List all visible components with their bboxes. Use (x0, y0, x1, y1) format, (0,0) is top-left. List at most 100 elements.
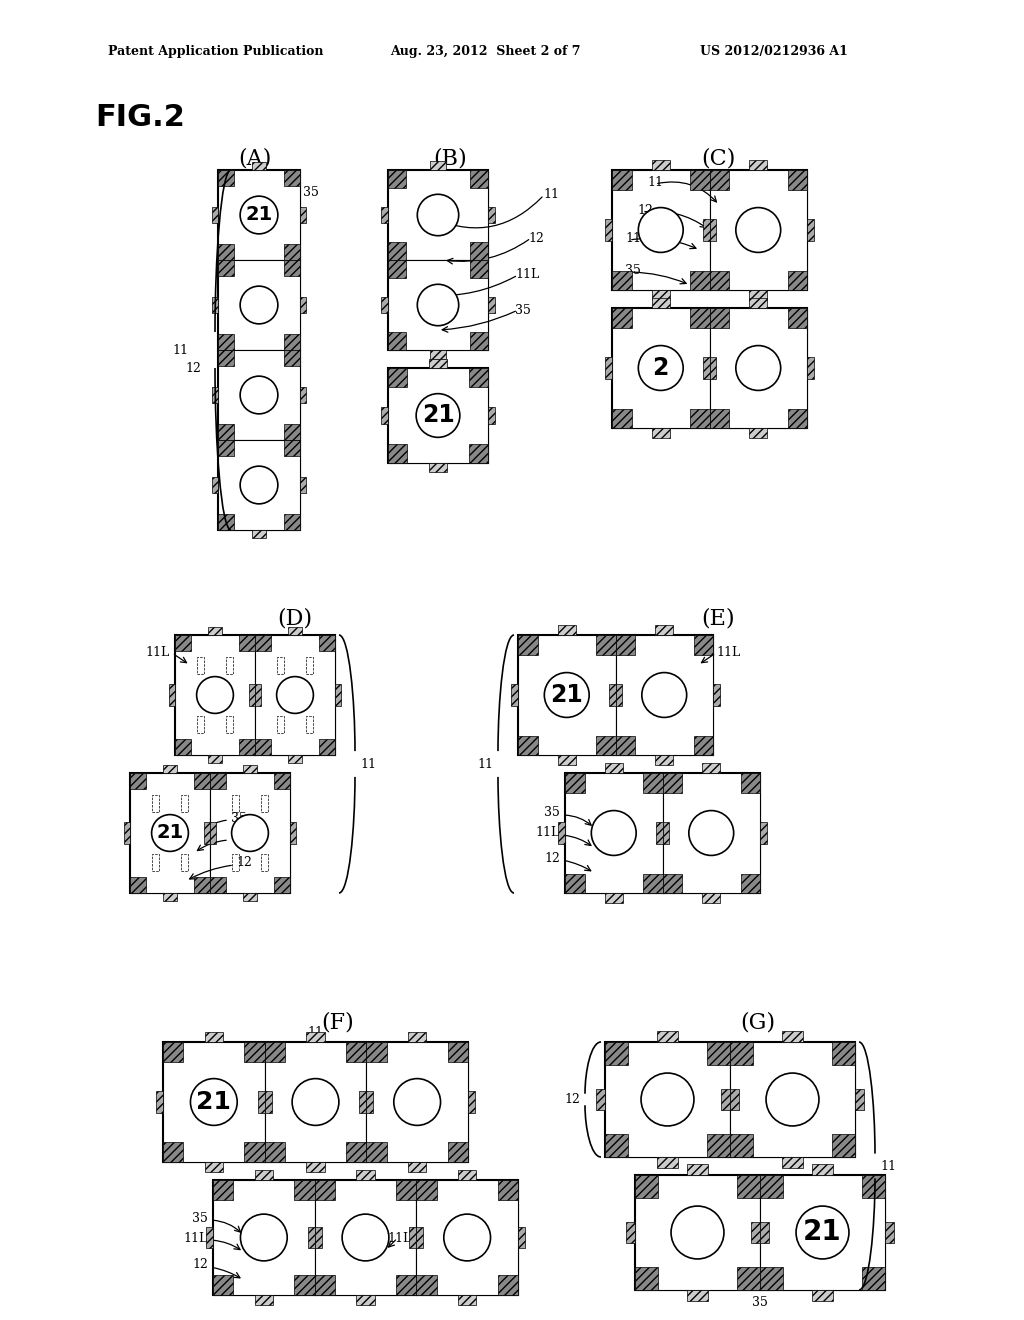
Bar (314, 1180, 335, 1200)
Bar (232, 854, 240, 871)
Bar (319, 739, 335, 755)
Bar (710, 308, 807, 428)
Text: 11L: 11L (625, 231, 649, 244)
Bar (707, 1134, 730, 1158)
Bar (261, 854, 268, 871)
Bar (130, 774, 210, 894)
Bar (218, 244, 234, 260)
Bar (175, 635, 335, 755)
Bar (210, 774, 290, 894)
Text: 11L: 11L (536, 826, 560, 840)
Bar (657, 1031, 678, 1041)
Bar (210, 822, 216, 843)
Bar (408, 1162, 426, 1172)
Bar (605, 1041, 628, 1065)
Bar (831, 1041, 855, 1065)
Bar (208, 627, 222, 635)
Bar (356, 1295, 375, 1305)
Bar (163, 894, 177, 902)
Circle shape (241, 286, 278, 323)
Bar (710, 408, 729, 428)
Bar (208, 755, 222, 763)
Bar (258, 1092, 264, 1113)
Text: 35: 35 (303, 186, 318, 198)
Bar (306, 1162, 325, 1172)
Text: (F): (F) (322, 1011, 354, 1034)
Bar (163, 766, 177, 774)
Bar (690, 308, 710, 327)
Bar (218, 350, 300, 440)
Bar (615, 635, 635, 655)
Bar (163, 1041, 264, 1162)
Bar (596, 1089, 605, 1110)
Bar (359, 1092, 367, 1113)
Bar (284, 334, 300, 350)
Bar (367, 1142, 387, 1162)
Bar (430, 161, 446, 170)
Bar (702, 219, 710, 240)
Text: 35: 35 (515, 304, 530, 317)
Bar (388, 170, 406, 187)
Bar (152, 854, 159, 871)
Text: 11L: 11L (515, 268, 540, 281)
Bar (255, 635, 271, 651)
Bar (690, 271, 710, 290)
Bar (152, 795, 159, 812)
Bar (702, 358, 710, 379)
Bar (130, 876, 146, 894)
Bar (885, 1222, 894, 1243)
Bar (710, 170, 729, 190)
Text: 35: 35 (752, 1295, 768, 1308)
Bar (760, 1175, 783, 1199)
Bar (156, 1092, 163, 1113)
Text: 11: 11 (543, 189, 559, 202)
Bar (319, 635, 335, 651)
Bar (663, 874, 682, 894)
Text: Aug. 23, 2012  Sheet 2 of 7: Aug. 23, 2012 Sheet 2 of 7 (390, 45, 581, 58)
Bar (218, 260, 234, 276)
Text: 11: 11 (647, 176, 663, 189)
Bar (807, 358, 814, 379)
Bar (787, 271, 807, 290)
Bar (740, 874, 760, 894)
Bar (232, 795, 240, 812)
Text: 11: 11 (360, 758, 376, 771)
Bar (218, 440, 234, 457)
Bar (730, 1134, 753, 1158)
Bar (831, 1134, 855, 1158)
Bar (498, 1275, 518, 1295)
Circle shape (642, 673, 687, 718)
Bar (605, 358, 612, 379)
Bar (652, 160, 670, 170)
Bar (130, 774, 290, 894)
Bar (693, 635, 713, 655)
Bar (730, 1089, 738, 1110)
Bar (252, 531, 266, 539)
Bar (218, 513, 234, 531)
Bar (565, 774, 585, 792)
Bar (612, 308, 632, 327)
Text: 21: 21 (157, 824, 183, 842)
Bar (488, 407, 495, 424)
Bar (381, 297, 388, 313)
Circle shape (394, 1078, 440, 1126)
Bar (612, 170, 807, 290)
Bar (596, 735, 615, 755)
Bar (367, 1041, 468, 1162)
Circle shape (241, 197, 278, 234)
Bar (388, 368, 488, 463)
Bar (615, 735, 635, 755)
Text: 11L: 11L (388, 1232, 412, 1245)
Text: 21: 21 (803, 1218, 842, 1246)
Bar (163, 1142, 183, 1162)
Bar (194, 876, 210, 894)
Bar (210, 876, 226, 894)
Circle shape (197, 677, 233, 713)
Bar (300, 297, 306, 313)
Bar (643, 874, 663, 894)
Bar (218, 260, 300, 350)
Bar (687, 1290, 708, 1302)
Bar (264, 1041, 285, 1063)
Text: 11: 11 (477, 758, 493, 771)
Text: FIG.2: FIG.2 (95, 103, 185, 132)
